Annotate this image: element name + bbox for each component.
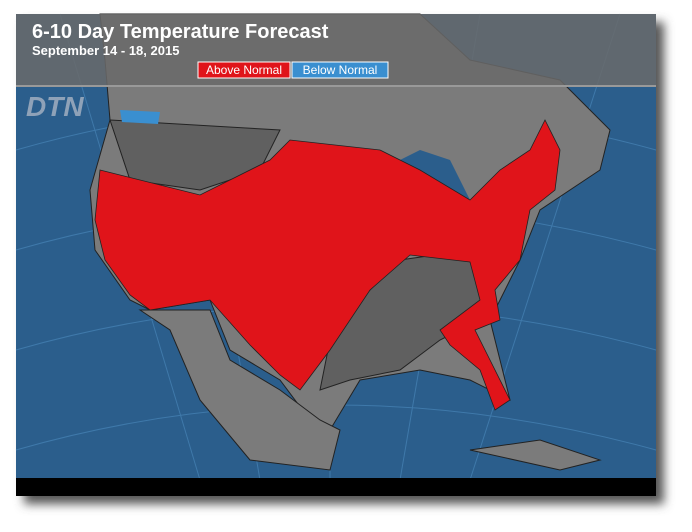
legend-swatch <box>291 61 389 79</box>
title: 6-10 Day Temperature Forecast <box>32 21 329 43</box>
cuba <box>469 439 602 471</box>
footer-bar <box>16 478 656 496</box>
subtitle: September 14 - 18, 2015 <box>32 43 179 58</box>
legend-label: Above Normal <box>206 63 282 77</box>
legend-swatch <box>197 61 291 79</box>
mexico <box>138 309 341 471</box>
logo: DTN <box>26 91 84 122</box>
legend-label: Below Normal <box>303 63 378 77</box>
below-normal-area <box>120 110 160 124</box>
above-normal-area <box>94 119 561 411</box>
